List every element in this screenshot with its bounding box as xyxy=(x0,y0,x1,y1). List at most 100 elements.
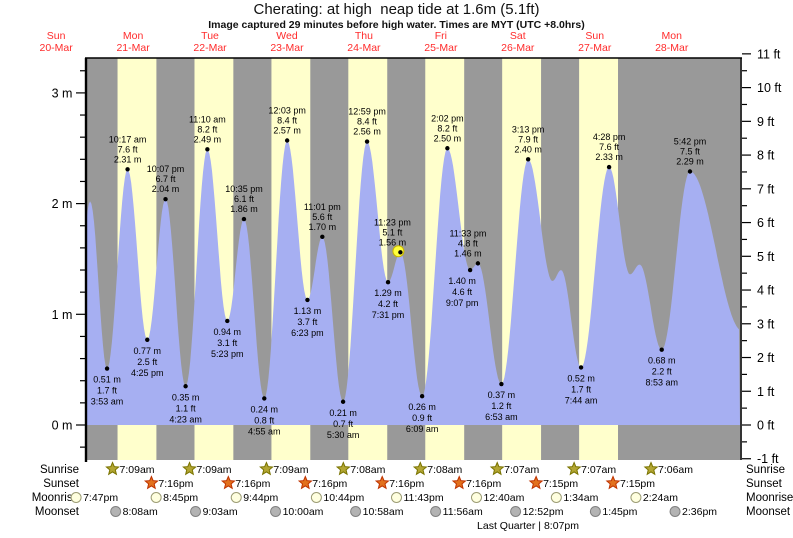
tide-high-label: 11:23 pm xyxy=(374,217,411,227)
day-label-name: Tue xyxy=(201,30,219,42)
tide-high-label: 3:13 pm xyxy=(512,124,545,134)
tide-extreme-dot xyxy=(606,164,612,170)
tide-extreme-dot xyxy=(125,167,130,172)
tide-extreme-dot xyxy=(183,384,188,389)
tide-low-label: 0.8 ft xyxy=(254,415,275,425)
tide-extreme-dot xyxy=(364,139,370,144)
tide-low-label: 0.94 m xyxy=(214,327,242,337)
tide-high-label: 10:35 pm xyxy=(225,184,263,194)
moonrise-icon xyxy=(550,492,562,503)
row-label-left-moonrise: Moonrise xyxy=(32,492,79,504)
tide-low-label: 5:30 am xyxy=(327,430,360,440)
tide-high-label: 2.33 m xyxy=(595,152,623,162)
y-axis-right-label: 8 ft xyxy=(757,149,775,163)
tide-extreme-dot xyxy=(659,347,664,352)
day-label-date: 27-Mar xyxy=(578,42,612,54)
tide-low-label: 5:23 pm xyxy=(211,349,244,359)
moonrise-icon xyxy=(230,492,242,503)
moonrise-time: 7:47pm xyxy=(83,492,118,504)
tide-high-label: 7.9 ft xyxy=(518,134,539,144)
moonset-time: 10:58am xyxy=(363,506,404,518)
sunset-icon xyxy=(297,475,313,490)
y-axis-right-label: 10 ft xyxy=(757,81,782,95)
sunset-time: 7:16pm xyxy=(158,478,193,490)
chart-title: Cherating: at high neap tide at 1.6m (5.… xyxy=(253,1,540,18)
moonrise-icon xyxy=(391,492,403,503)
sunrise-icon xyxy=(489,461,505,476)
tide-extreme-dot xyxy=(320,234,325,240)
row-label-right-sunset: Sunset xyxy=(746,478,783,490)
tide-high-label: 2:02 pm xyxy=(431,113,464,123)
tide-low-label: 2.2 ft xyxy=(652,367,673,377)
day-label-date: 24-Mar xyxy=(347,42,381,54)
tide-high-label: 2.50 m xyxy=(434,133,462,143)
tide-low-label: 0.35 m xyxy=(172,392,200,402)
tide-high-label: 1.46 m xyxy=(454,248,482,258)
y-axis-right-label: 2 ft xyxy=(757,351,775,365)
y-axis-right-label: 0 ft xyxy=(757,419,775,433)
tide-high-label: 7.6 ft xyxy=(599,142,620,152)
day-label-date: 28-Mar xyxy=(655,42,689,54)
tide-extreme-dot xyxy=(525,157,531,162)
y-axis-right-label: 3 ft xyxy=(757,317,775,331)
moonrise-icon xyxy=(310,492,322,503)
tide-low-label: 4.6 ft xyxy=(452,287,473,297)
tide-extreme-dot xyxy=(163,196,168,202)
tide-extreme-dot xyxy=(467,267,473,273)
moonset-icon xyxy=(669,506,681,517)
y-axis-right-label: 1 ft xyxy=(757,385,775,399)
sunrise-time: 7:08am xyxy=(350,464,385,476)
row-label-right-sunrise: Sunrise xyxy=(746,464,785,476)
tide-extreme-dot xyxy=(205,147,210,152)
moonset-icon xyxy=(270,506,282,517)
y-axis-right-label: 5 ft xyxy=(757,250,775,264)
sunset-time: 7:15pm xyxy=(620,478,655,490)
tide-high-label: 11:10 am xyxy=(189,114,226,124)
moonset-time: 12:52pm xyxy=(523,506,564,518)
tide-curve-area xyxy=(85,140,740,425)
tide-high-label: 7.6 ft xyxy=(118,144,139,154)
row-label-right-moonrise: Moonrise xyxy=(746,492,793,504)
tide-low-label: 1.2 ft xyxy=(491,401,512,411)
tide-high-label: 8.2 ft xyxy=(437,123,458,133)
sunrise-icon xyxy=(182,461,197,476)
day-label-name: Fri xyxy=(435,30,447,42)
moonrise-icon xyxy=(630,492,642,503)
tide-high-label: 11:01 pm xyxy=(304,202,341,212)
tide-extreme-dot xyxy=(385,279,391,285)
tide-low-label: 1.7 ft xyxy=(571,384,592,394)
tide-high-label: 4:28 pm xyxy=(593,132,626,142)
sunset-time: 7:16pm xyxy=(389,478,424,490)
tide-high-label: 7.5 ft xyxy=(680,146,701,156)
tide-low-label: 0.77 m xyxy=(134,346,162,356)
moonrise-time: 11:43pm xyxy=(404,492,444,504)
tide-high-label: 4.8 ft xyxy=(458,238,479,248)
tide-low-label: 4:23 am xyxy=(169,414,202,424)
tide-extreme-dot xyxy=(499,381,504,387)
moonset-icon xyxy=(110,506,122,517)
sunrise-time: 7:07am xyxy=(504,464,539,476)
row-label-left-sunrise: Sunrise xyxy=(40,464,79,476)
tide-high-label: 8.2 ft xyxy=(197,124,218,134)
sunrise-icon xyxy=(105,461,120,476)
tide-extreme-dot xyxy=(225,318,230,324)
moonset-icon xyxy=(510,506,522,517)
sunset-icon xyxy=(220,475,236,490)
moonset-icon xyxy=(350,506,362,517)
sunset-time: 7:15pm xyxy=(543,478,578,490)
moonrise-icon xyxy=(470,492,482,503)
y-axis-right-label: -1 ft xyxy=(757,452,779,466)
tide-extreme-dot xyxy=(305,297,310,303)
y-axis-right-label: 11 ft xyxy=(757,47,781,61)
tide-high-label: 2.49 m xyxy=(194,134,222,144)
tide-high-label: 1.86 m xyxy=(230,204,258,214)
tide-high-label: 10:07 pm xyxy=(147,164,185,174)
moonset-time: 8:08am xyxy=(123,506,158,518)
tide-low-label: 1.40 m xyxy=(448,276,476,286)
sunrise-time: 7:09am xyxy=(273,464,308,476)
moonrise-time: 10:44pm xyxy=(323,492,364,504)
moonset-time: 10:00am xyxy=(283,506,324,518)
sunset-time: 7:16pm xyxy=(466,478,501,490)
tide-low-label: 3.1 ft xyxy=(217,338,238,348)
tide-high-label: 2.57 m xyxy=(273,126,301,136)
